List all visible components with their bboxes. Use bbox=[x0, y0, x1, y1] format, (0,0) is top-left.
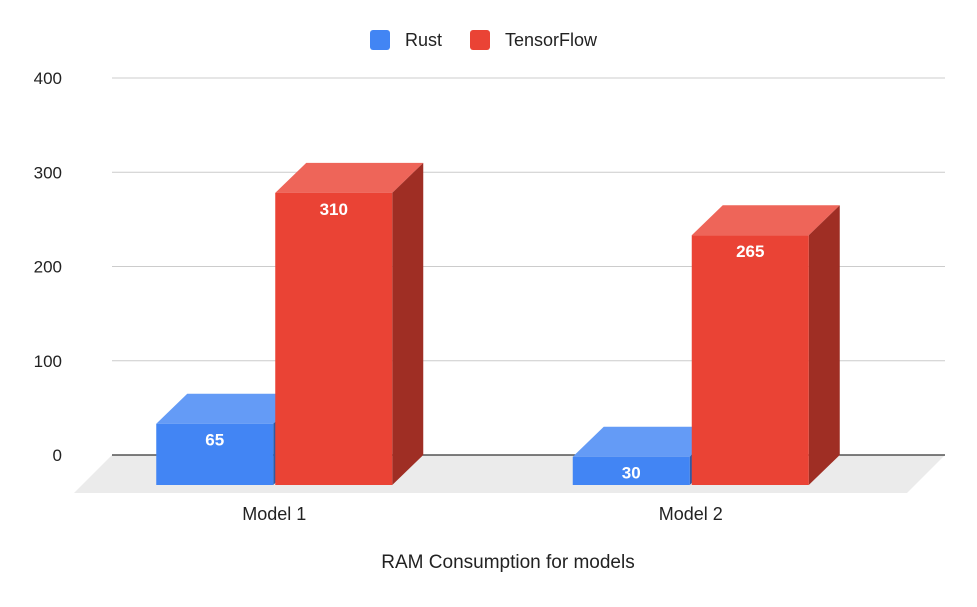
bar-front-face bbox=[156, 423, 274, 485]
legend-swatch bbox=[370, 30, 390, 50]
data-label: 30 bbox=[622, 464, 641, 483]
legend: Rust TensorFlow bbox=[370, 30, 598, 50]
data-labels: 65 310 30 265 bbox=[205, 200, 764, 483]
bar-top-face bbox=[275, 162, 424, 193]
bar-front-face bbox=[572, 456, 690, 485]
x-axis-ticks: Model 1 Model 2 bbox=[242, 504, 723, 524]
y-tick-label: 100 bbox=[34, 352, 62, 371]
y-tick-label: 400 bbox=[34, 69, 62, 88]
data-label: 265 bbox=[736, 242, 764, 261]
data-label: 65 bbox=[205, 431, 224, 450]
bar-tensorflow-model-2[interactable] bbox=[691, 205, 840, 486]
x-tick-label: Model 2 bbox=[659, 504, 723, 524]
bar-front-face bbox=[275, 192, 393, 485]
bar-side-face bbox=[392, 162, 424, 485]
data-label: 310 bbox=[320, 200, 348, 219]
y-axis-ticks: 0 100 200 300 400 bbox=[34, 69, 62, 465]
legend-item-rust[interactable]: Rust bbox=[370, 30, 442, 50]
bar-tensorflow-model-1[interactable] bbox=[275, 162, 424, 485]
legend-item-tensorflow[interactable]: TensorFlow bbox=[470, 30, 598, 50]
legend-swatch bbox=[470, 30, 490, 50]
legend-label: TensorFlow bbox=[505, 30, 598, 50]
bar-side-face bbox=[808, 205, 840, 486]
y-tick-label: 0 bbox=[53, 446, 62, 465]
legend-label: Rust bbox=[405, 30, 442, 50]
bar-top-face bbox=[691, 205, 840, 236]
y-tick-label: 300 bbox=[34, 163, 62, 182]
x-axis-title: RAM Consumption for models bbox=[381, 552, 634, 573]
bars bbox=[156, 162, 840, 486]
y-tick-label: 200 bbox=[34, 258, 62, 277]
bar-top-face bbox=[156, 393, 305, 424]
bar-top-face bbox=[572, 426, 721, 457]
x-tick-label: Model 1 bbox=[242, 504, 306, 524]
bar-front-face bbox=[691, 235, 809, 485]
